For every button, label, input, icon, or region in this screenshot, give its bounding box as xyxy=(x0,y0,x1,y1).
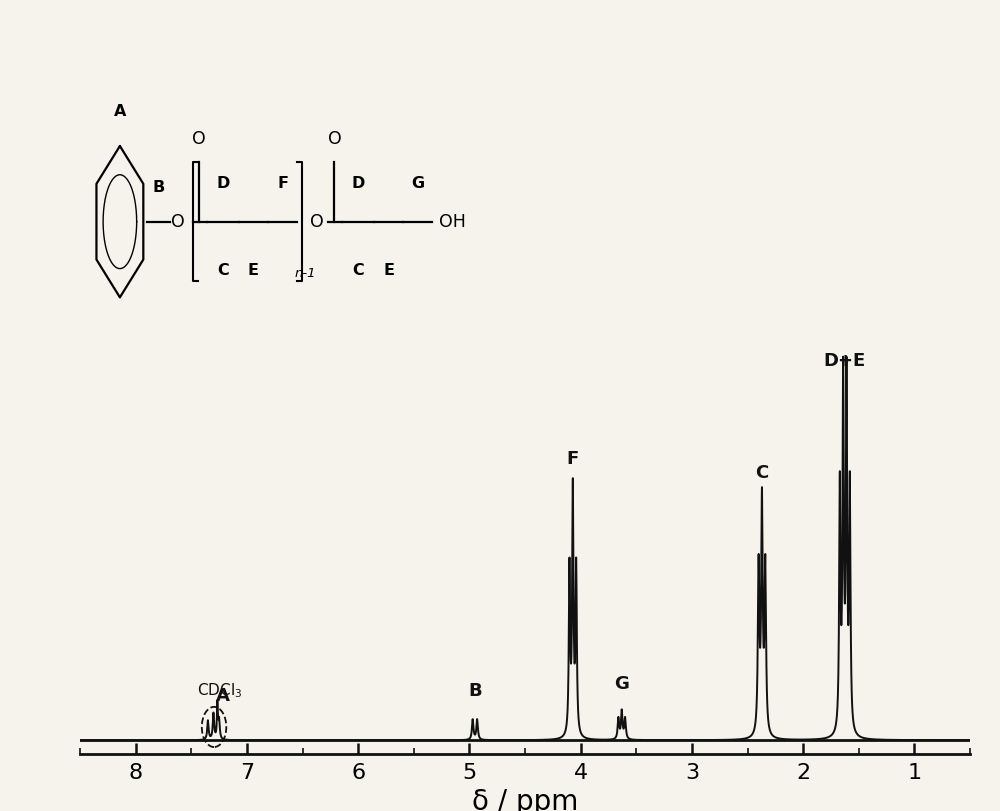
Text: B: B xyxy=(152,180,165,195)
Text: G: G xyxy=(614,675,629,693)
Text: A: A xyxy=(215,687,229,706)
X-axis label: δ / ppm: δ / ppm xyxy=(472,788,578,811)
Text: O: O xyxy=(310,212,323,230)
Text: C: C xyxy=(755,464,769,482)
Text: CDCl$_3$: CDCl$_3$ xyxy=(197,681,242,700)
Text: C: C xyxy=(352,263,364,278)
Text: F: F xyxy=(567,449,579,468)
Text: G: G xyxy=(412,176,425,191)
Text: O: O xyxy=(328,130,341,148)
Text: E: E xyxy=(248,263,259,278)
Text: O: O xyxy=(192,130,206,148)
Text: O: O xyxy=(171,212,185,230)
Text: D: D xyxy=(352,176,365,191)
Text: D: D xyxy=(216,176,230,191)
Text: E: E xyxy=(383,263,394,278)
Text: A: A xyxy=(114,104,126,119)
Text: n-1: n-1 xyxy=(294,267,316,280)
Text: C: C xyxy=(217,263,229,278)
Text: F: F xyxy=(277,176,288,191)
Text: D+E: D+E xyxy=(824,352,866,370)
Text: B: B xyxy=(468,682,482,700)
Text: OH: OH xyxy=(439,212,466,230)
